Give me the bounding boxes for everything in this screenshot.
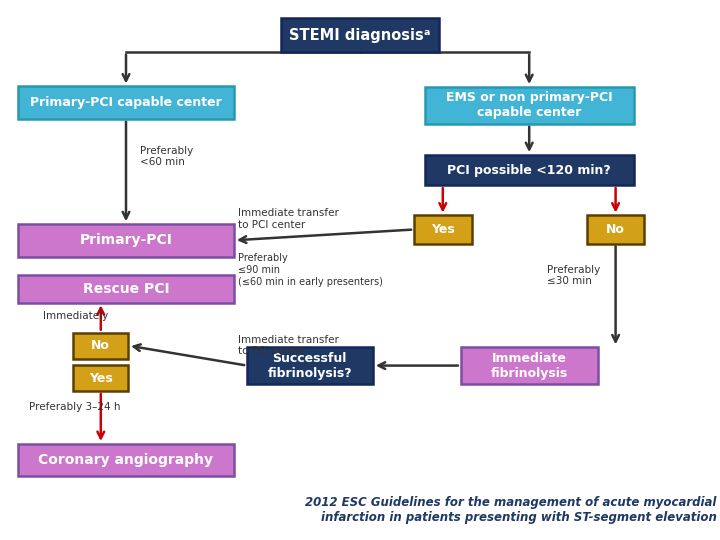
Text: 2012 ESC Guidelines for the management of acute myocardial
infarction in patient: 2012 ESC Guidelines for the management o…: [305, 496, 716, 524]
FancyBboxPatch shape: [414, 215, 472, 244]
Text: Successful
fibrinolysis?: Successful fibrinolysis?: [267, 352, 352, 380]
FancyBboxPatch shape: [281, 18, 439, 52]
Text: Yes: Yes: [431, 223, 454, 236]
Text: Immediate transfer
to PCI center: Immediate transfer to PCI center: [238, 208, 338, 230]
Text: EMS or non primary-PCI
capable center: EMS or non primary-PCI capable center: [446, 91, 613, 119]
Text: Immediately: Immediately: [43, 311, 109, 321]
Text: PCI possible <120 min?: PCI possible <120 min?: [447, 164, 611, 177]
FancyBboxPatch shape: [425, 155, 634, 185]
Text: Immediate
fibrinolysis: Immediate fibrinolysis: [490, 352, 568, 380]
FancyBboxPatch shape: [73, 365, 128, 391]
FancyBboxPatch shape: [587, 215, 644, 244]
FancyBboxPatch shape: [18, 86, 234, 119]
Text: Coronary angiography: Coronary angiography: [38, 453, 214, 467]
FancyBboxPatch shape: [18, 444, 234, 476]
Text: No: No: [606, 223, 625, 236]
Text: Preferably
≤90 min
(≤60 min in early presenters): Preferably ≤90 min (≤60 min in early pre…: [238, 253, 382, 287]
Text: Immediate transfer
to PCI center: Immediate transfer to PCI center: [238, 335, 338, 356]
Text: Preferably
≤30 min: Preferably ≤30 min: [547, 265, 600, 286]
Text: Yes: Yes: [89, 372, 112, 384]
FancyBboxPatch shape: [18, 275, 234, 303]
Text: Preferably
<60 min: Preferably <60 min: [140, 146, 194, 167]
Text: Preferably 3–24 h: Preferably 3–24 h: [29, 402, 120, 411]
Text: Primary-PCI: Primary-PCI: [80, 233, 172, 247]
FancyBboxPatch shape: [73, 333, 128, 359]
FancyBboxPatch shape: [461, 347, 598, 384]
Text: STEMI diagnosisᵃ: STEMI diagnosisᵃ: [289, 28, 431, 43]
FancyBboxPatch shape: [18, 224, 234, 256]
Text: Rescue PCI: Rescue PCI: [83, 282, 169, 296]
FancyBboxPatch shape: [425, 87, 634, 124]
FancyBboxPatch shape: [246, 347, 373, 384]
Text: No: No: [91, 339, 110, 352]
Text: Primary-PCI capable center: Primary-PCI capable center: [30, 96, 222, 109]
